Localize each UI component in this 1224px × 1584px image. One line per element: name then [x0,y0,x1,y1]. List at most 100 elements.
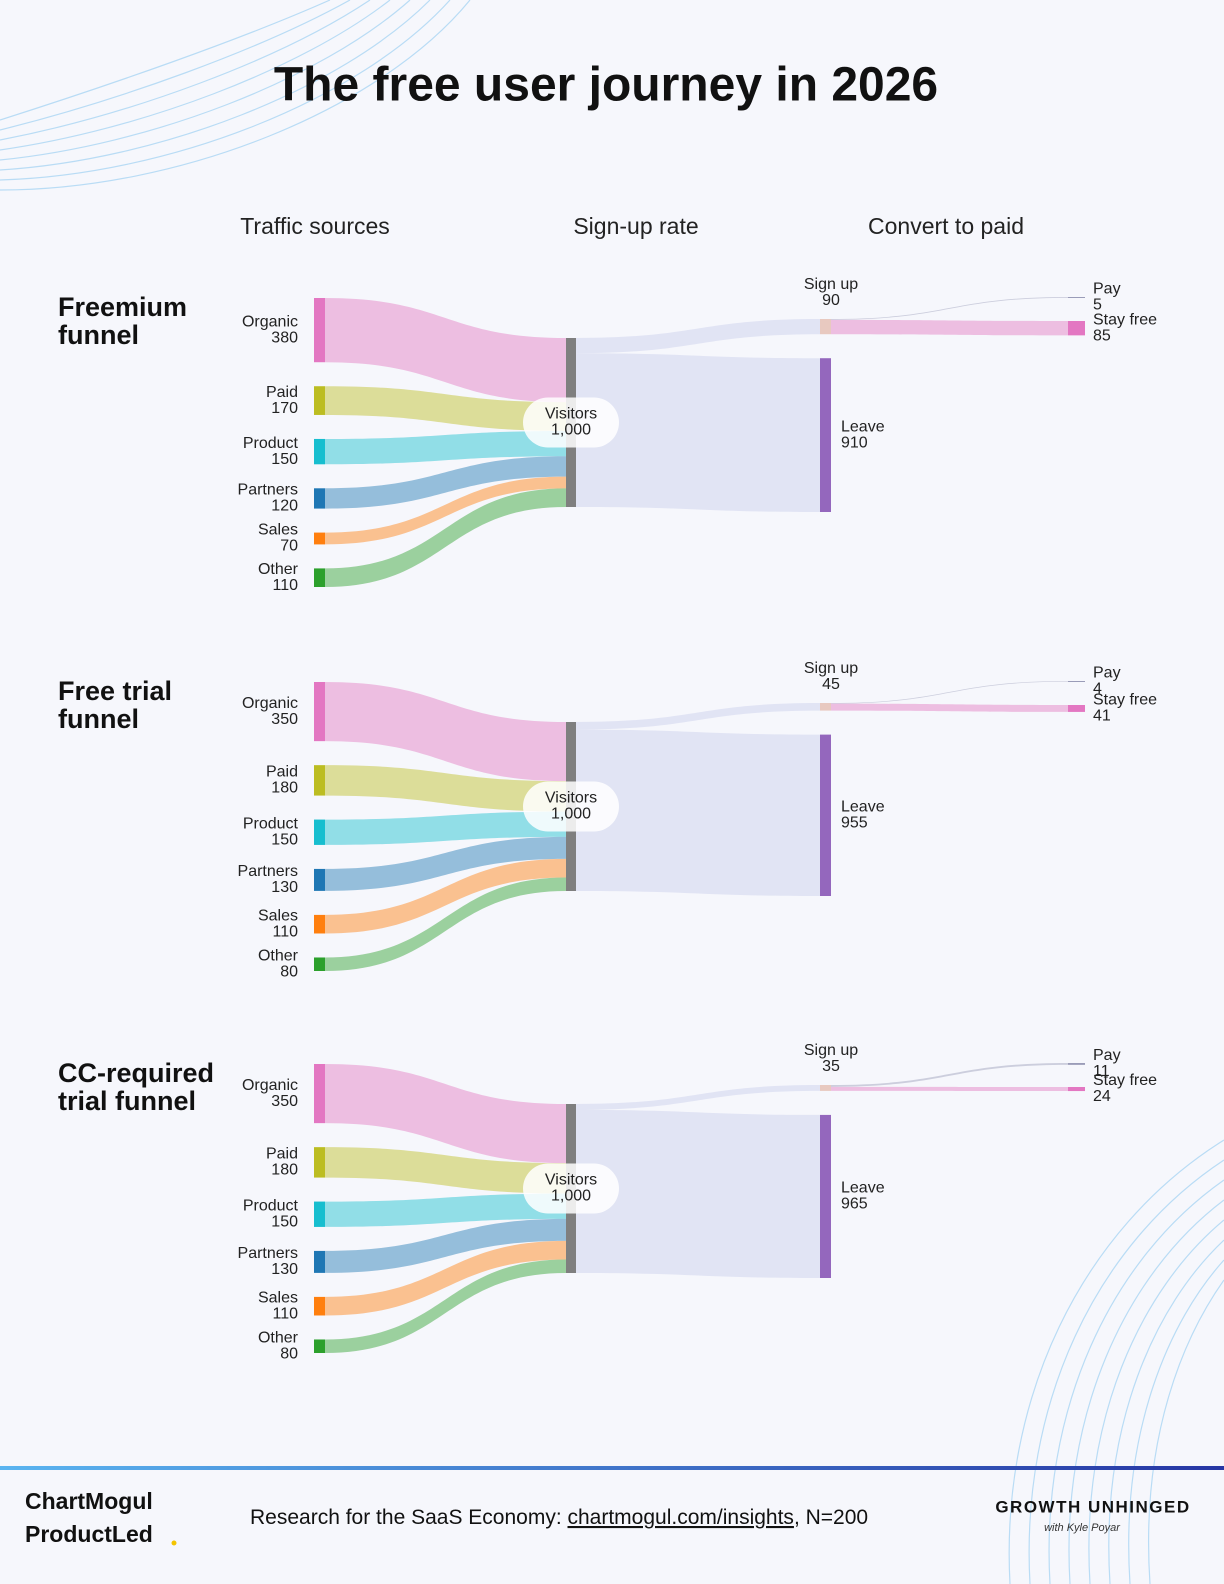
node-value: 350 [271,1093,298,1110]
node-value: 150 [271,451,298,468]
node [820,319,831,335]
link [831,1086,1068,1092]
node-value: 130 [271,1261,298,1278]
node-label: Organic [242,313,298,330]
node-value: 170 [271,400,298,417]
node-label: Partners [238,482,298,499]
node-value: 910 [841,434,868,451]
node-label: Paid [266,384,298,401]
node-label: Sign up [804,1042,858,1059]
footer-rule [0,1466,1224,1470]
link [325,858,566,934]
link [831,297,1068,320]
link [831,703,1068,712]
node-value: 80 [280,1345,298,1362]
node-label: Visitors [545,790,597,807]
node-label: Leave [841,799,885,816]
node-label: Stay free [1093,692,1157,709]
node-value: 85 [1093,327,1111,344]
node [314,765,325,796]
brand-sub: with Kyle Poyar [1044,1522,1121,1534]
link [576,1109,820,1278]
node-label: Other [258,561,299,578]
node-label: Pay [1093,665,1121,682]
label-pill [523,397,619,448]
node [314,568,325,587]
node-value: 180 [271,1162,298,1179]
node [314,1250,325,1273]
node-value: 45 [822,676,840,693]
node [314,298,325,363]
node-value: 130 [271,879,298,896]
link [325,1147,566,1194]
node-label: Visitors [545,406,597,423]
footer-link[interactable]: chartmogul.com/insights [568,1506,794,1529]
funnel-title: Free trial funnel [58,676,173,734]
node-value: 965 [841,1196,868,1213]
node-label: Organic [242,695,298,712]
node [820,1114,831,1278]
link [325,1218,566,1273]
link [831,681,1068,704]
node-value: 1,000 [551,1188,591,1205]
link [325,765,566,812]
node [314,1064,325,1124]
footer-prefix: Research for the SaaS Economy: [250,1506,568,1529]
funnel-title: Freemium funnel [58,292,188,350]
node-label: Sales [258,907,298,924]
node [314,386,325,415]
node-label: Product [243,435,299,452]
node-label: Partners [238,1245,298,1262]
footer-text: Research for the SaaS Economy: chartmogu… [250,1506,868,1529]
node-value: 955 [841,815,868,832]
link [325,456,566,509]
link [325,1259,566,1353]
node-value: 80 [280,963,298,980]
footer-suffix: , N=200 [794,1506,868,1529]
node [1068,681,1085,682]
node [314,1201,325,1227]
node-value: 120 [271,498,298,515]
node [820,734,831,896]
node [314,1296,325,1316]
title: The free user journey in 2026 [274,59,938,112]
column-header: Sign-up rate [573,213,698,239]
link [576,353,820,512]
links [325,1063,1068,1353]
node-value: 90 [822,292,840,309]
node-value: 1,000 [551,806,591,823]
link [325,1193,566,1227]
link [576,319,820,354]
node [820,1085,831,1091]
link [325,811,566,845]
node-label: Paid [266,764,298,781]
funnel-title: CC-required trial funnel [58,1058,215,1116]
links [325,297,1068,587]
link [831,1063,1068,1087]
node [820,358,831,512]
node-label: Visitors [545,1172,597,1189]
node-value: 41 [1093,708,1111,725]
node-value: 24 [1093,1088,1111,1105]
node [1068,1063,1085,1065]
node-value: 1,000 [551,422,591,439]
node-value: 35 [822,1058,840,1075]
node-label: Product [243,1197,299,1214]
node [314,488,325,509]
node-label: Stay free [1093,311,1157,328]
node [820,703,831,711]
node-label: Paid [266,1146,298,1163]
brand: GROWTH UNHINGED [995,1497,1190,1516]
node-value: 110 [272,577,298,594]
node [314,1147,325,1178]
logo: ChartMogul [25,1488,153,1514]
node-value: 350 [271,711,298,728]
node [314,957,325,971]
node-label: Sales [258,522,298,539]
column-header: Traffic sources [240,213,390,239]
link [325,682,566,782]
node-label: Pay [1093,1047,1121,1064]
